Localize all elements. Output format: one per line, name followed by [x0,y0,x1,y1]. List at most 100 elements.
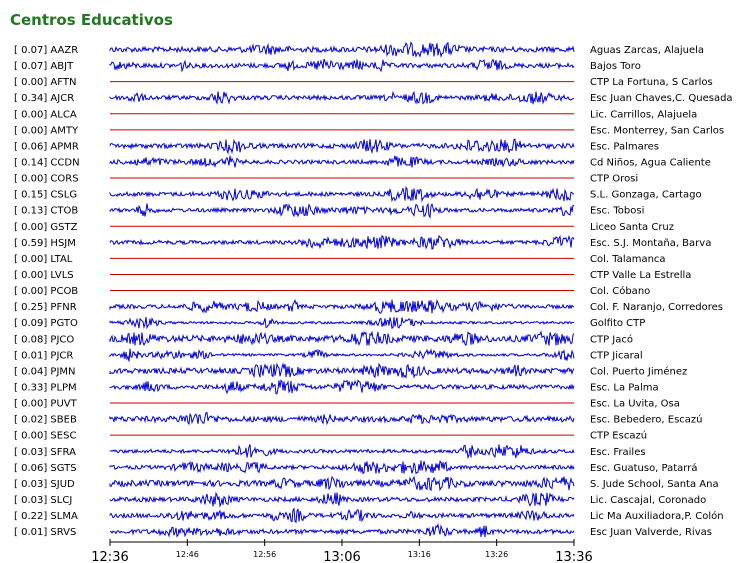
station-name: Golfito CTP [590,318,645,329]
station-name: Lic Ma Auxiliadora,P. Colón [590,510,724,522]
station-row-aazr: [ 0.07] AAZR Aguas Zarcas, Alajuela [14,41,704,59]
trace-line [109,348,575,362]
time-axis: 12:36 12:46 12:56 13:06 13:16 13:26 13:36 [91,539,593,563]
station-row-sgts: [ 0.06] SGTS Esc. Guatuso, Patarrá [14,460,697,475]
station-name: Col. Cóbano [590,285,650,297]
station-label: [ 0.07] AAZR [14,45,78,56]
station-label: [ 0.06] SGTS [14,463,77,474]
station-row-cslg: [ 0.15] CSLG S.L. Gonzaga, Cartago [14,185,702,203]
station-label: [ 0.00] AMTY [14,125,79,136]
trace-line [109,330,575,347]
station-label: [ 0.07] ABJT [14,61,74,72]
trace-line [109,155,575,168]
station-row-apmr: [ 0.06] APMR Esc. Palmares [14,138,659,155]
trace-line [109,523,575,538]
trace-line [109,491,575,508]
trace-line [109,185,575,203]
station-name: Aguas Zarcas, Alajuela [590,45,704,56]
station-name: Cd Niños, Agua Caliente [590,157,711,168]
station-label: [ 0.14] CCDN [14,157,80,168]
station-row-pjcr: [ 0.01] PJCR CTP Jicaral [14,348,643,362]
station-name: CTP Orosi [590,174,638,185]
station-label: [ 0.00] PUVT [14,399,78,410]
station-row-pfnr: [ 0.25] PFNR Col. F. Naranjo, Corredores [14,298,723,314]
station-row-cors: [ 0.00] CORS CTP Orosi [14,174,638,185]
station-row-ctob: [ 0.13] CTOB Esc. Tobosi [14,202,644,219]
station-row-slcj: [ 0.03] SLCJ Lic. Cascajal, Coronado [14,491,706,508]
station-row-sbeb: [ 0.02] SBEB Esc. Bebedero, Escazú [14,412,703,426]
station-row-sesc: [ 0.00] SESC CTP Escazú [14,430,647,442]
trace-line [109,475,575,492]
station-row-pgto: [ 0.09] PGTO Golfito CTP [14,316,645,330]
trace-line [109,202,575,219]
trace-line [109,412,575,426]
station-label: [ 0.13] CTOB [14,206,78,217]
station-label: [ 0.01] SRVS [14,527,76,538]
station-row-ajcr: [ 0.34] AJCR Esc Juan Chaves,C. Quesada [14,90,733,105]
station-label: [ 0.02] SBEB [14,415,77,426]
station-name: Col. F. Naranjo, Corredores [590,302,723,313]
station-row-pjco: [ 0.08] PJCO CTP Jacó [14,330,633,347]
station-row-pcob: [ 0.00] PCOB Col. Cóbano [14,285,650,297]
station-name: CTP Jicaral [590,350,643,361]
station-label: [ 0.09] PGTO [14,318,78,329]
station-row-srvs: [ 0.01] SRVS Esc Juan Valverde, Rivas [14,523,712,538]
station-name: Esc Juan Chaves,C. Quesada [590,93,733,104]
tick-label: 12:46 [176,550,199,559]
station-label: [ 0.08] PJCO [14,334,74,345]
station-label: [ 0.00] SESC [14,431,76,442]
station-name: Liceo Santa Cruz [590,222,674,233]
station-row-alca: [ 0.00] ALCA Lic. Carrillos, Alajuela [14,109,697,120]
station-label: [ 0.00] LVLS [14,270,74,281]
station-name: Esc. Bebedero, Escazú [590,414,703,426]
station-row-ltal: [ 0.00] LTAL Col. Talamanca [14,254,666,265]
station-row-pjmn: [ 0.04] PJMN Col. Puerto Jiménez [14,362,687,379]
station-label: [ 0.06] APMR [14,141,79,152]
trace-line [109,362,575,379]
station-name: Col. Talamanca [590,254,666,265]
station-label: [ 0.00] PCOB [14,286,78,297]
station-label: [ 0.25] PFNR [14,302,77,313]
trace-line [109,316,575,330]
station-name: S. Jude School, Santa Ana [590,479,719,490]
station-label: [ 0.34] AJCR [14,93,74,104]
chart-title: Centros Educativos [10,11,173,29]
station-row-abjt: [ 0.07] ABJT Bajos Toro [14,58,641,73]
station-row-slma: [ 0.22] SLMA Lic Ma Auxiliadora,P. Colón [14,507,724,524]
station-label: [ 0.22] SLMA [14,511,78,522]
tick-label: 13:26 [485,550,508,559]
station-row-sjud: [ 0.03] SJUD S. Jude School, Santa Ana [14,475,719,492]
trace-line [109,298,575,314]
station-row-amty: [ 0.00] AMTY Esc. Monterrey, San Carlos [14,125,724,136]
station-row-sfra: [ 0.03] SFRA Esc. Frailes [14,444,646,460]
station-name: Col. Puerto Jiménez [590,365,687,377]
station-label: [ 0.59] HSJM [14,238,76,249]
trace-line [109,379,575,395]
station-name: Esc. La Palma [590,382,659,393]
station-label: [ 0.01] PJCR [14,350,73,361]
station-row-puvt: [ 0.00] PUVT Esc. La Uvita, Osa [14,399,680,410]
station-name: CTP Valle La Estrella [590,270,691,281]
station-name: Esc. Frailes [590,447,646,458]
station-label: [ 0.00] CORS [14,174,79,185]
station-row-gstz: [ 0.00] GSTZ Liceo Santa Cruz [14,222,674,233]
tick-label: 13:16 [408,550,431,559]
station-label: [ 0.03] SJUD [14,479,75,490]
station-name: Lic. Cascajal, Coronado [590,495,706,506]
station-label: [ 0.00] ALCA [14,109,77,120]
trace-line [109,90,574,105]
station-label: [ 0.03] SFRA [14,447,76,458]
station-label: [ 0.03] SLCJ [14,495,72,506]
station-label: [ 0.15] CSLG [14,190,77,201]
station-name: Lic. Carrillos, Alajuela [590,109,697,120]
station-row-lvls: [ 0.00] LVLS CTP Valle La Estrella [14,270,691,281]
tick-label: 12:56 [253,550,276,559]
trace-line [109,507,575,524]
station-name: CTP La Fortuna, S Carlos [590,77,713,88]
station-name: Esc. Monterrey, San Carlos [590,125,724,136]
trace-line [109,234,575,250]
station-name: Esc Juan Valverde, Rivas [590,527,712,538]
tick-label: 13:06 [323,550,360,563]
station-label: [ 0.04] PJMN [14,366,76,377]
